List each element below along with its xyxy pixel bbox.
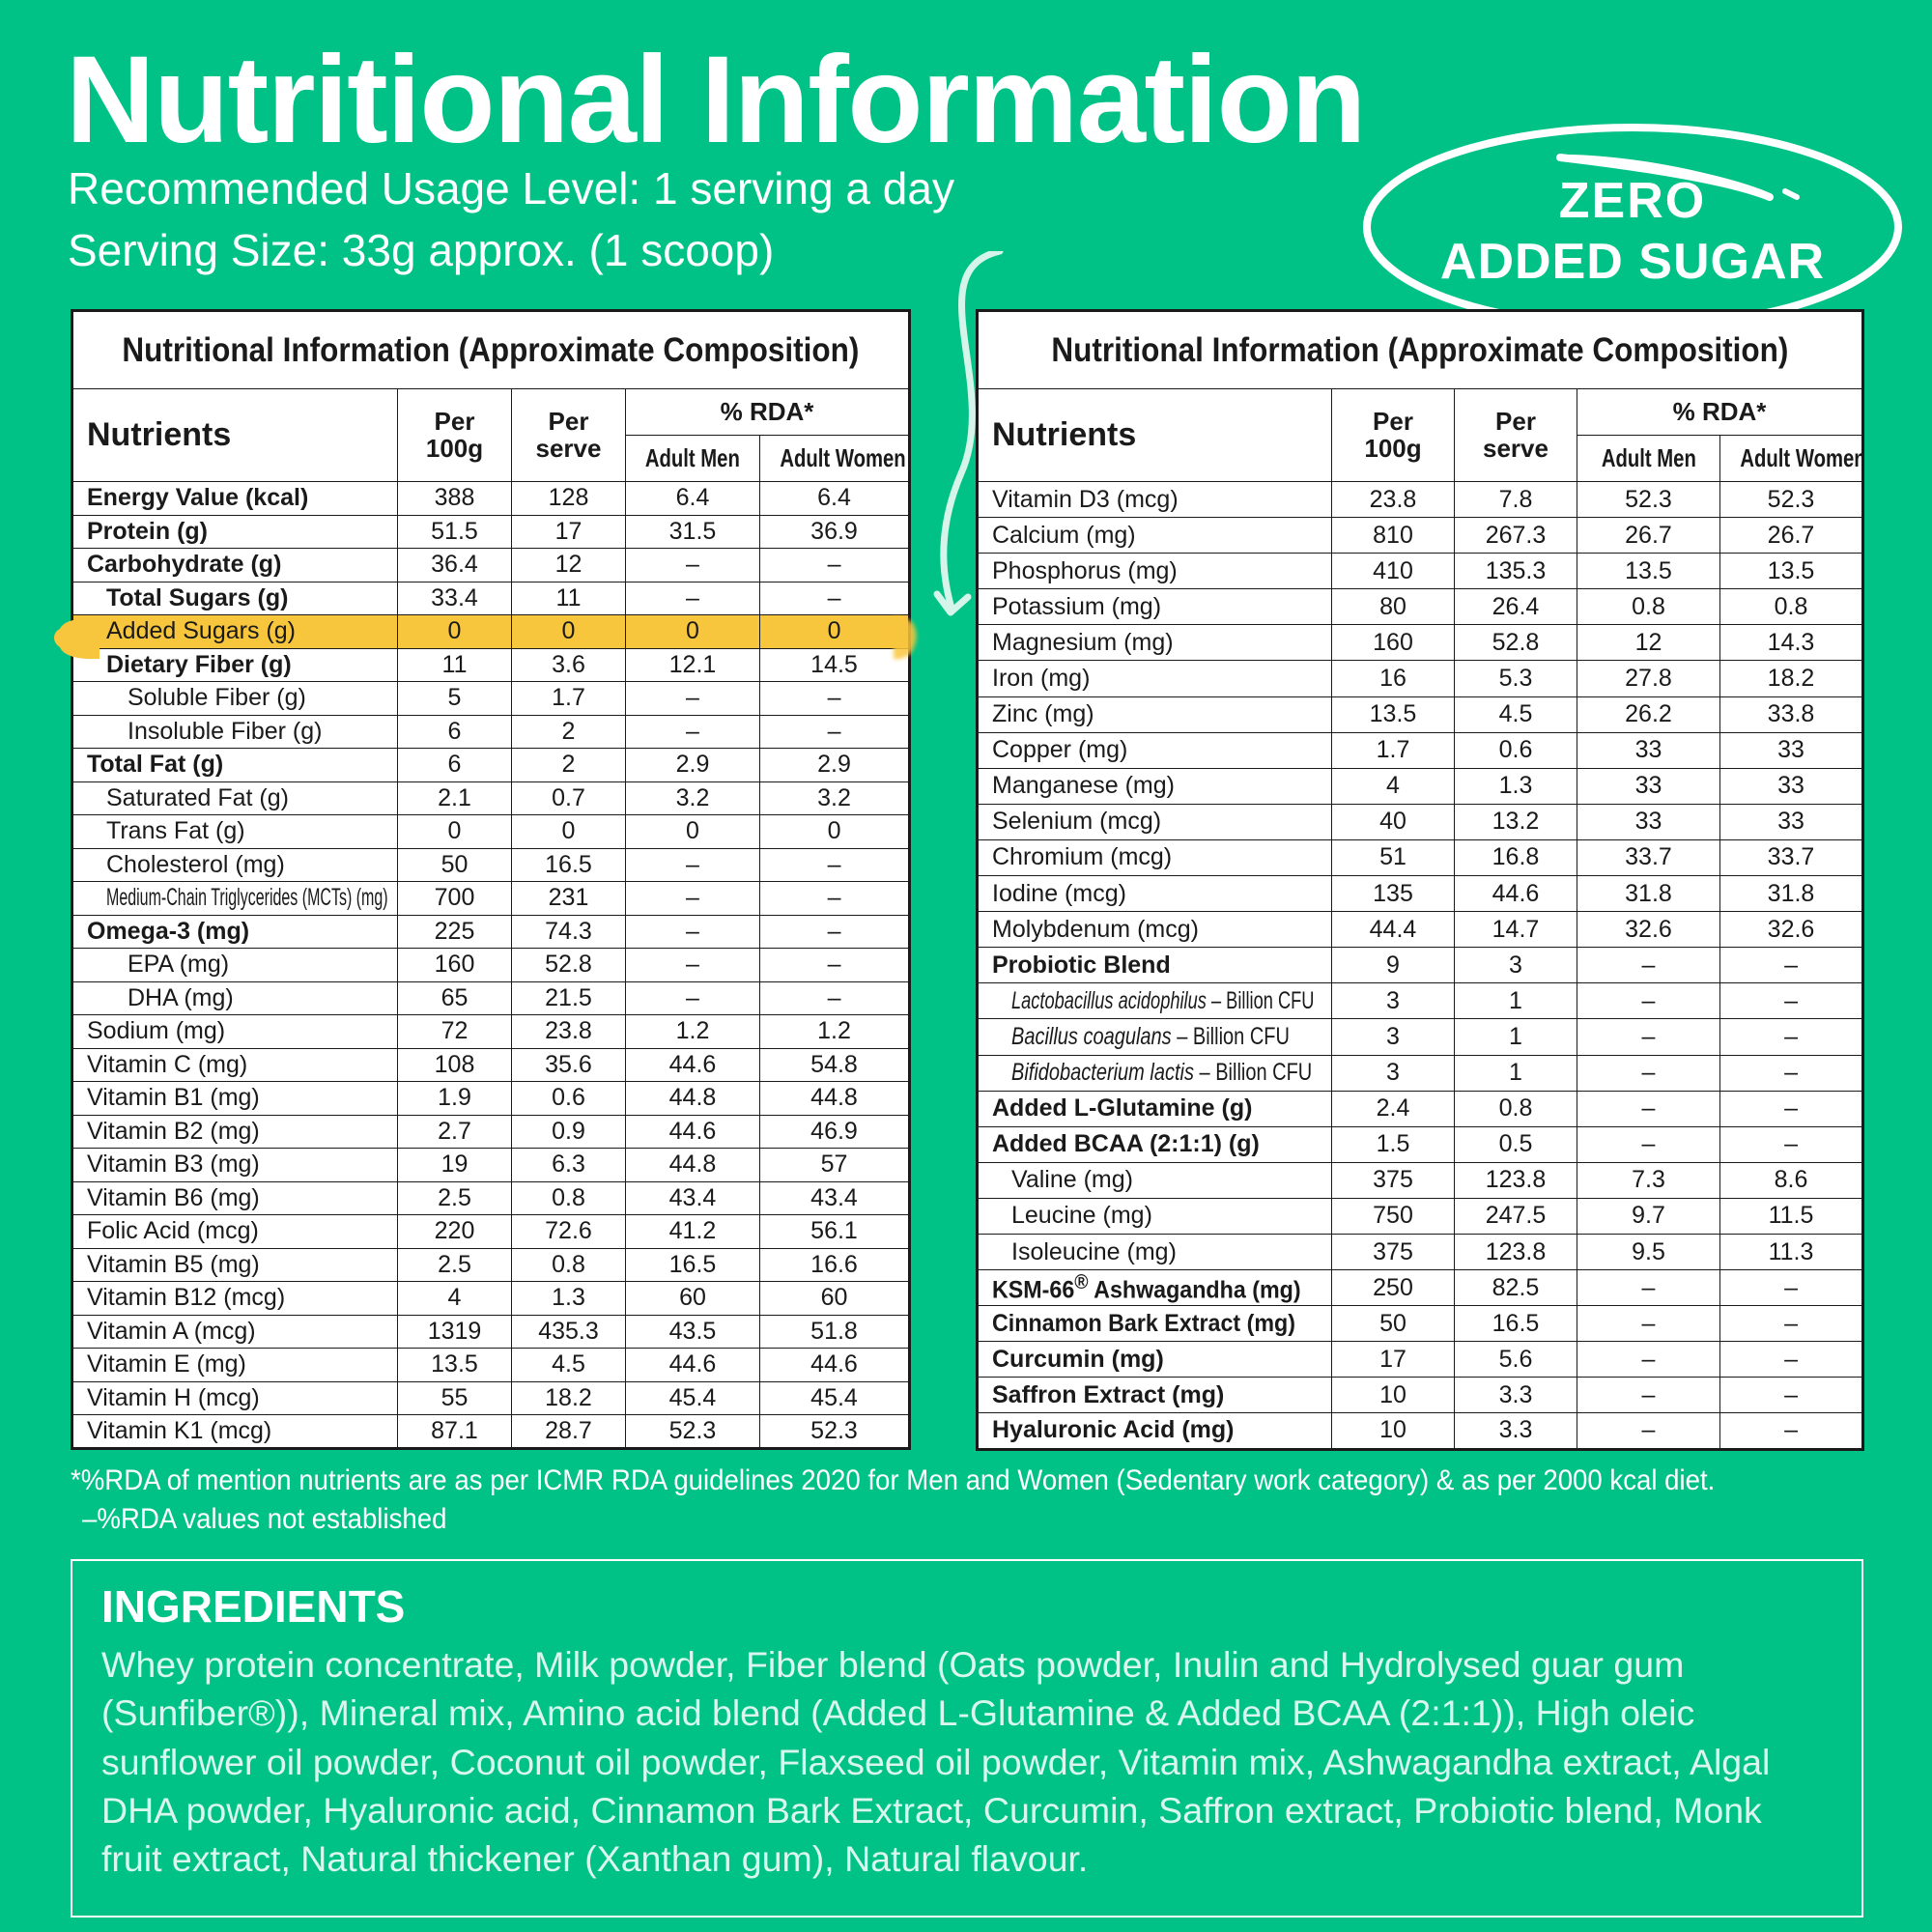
svg-text:ADDED SUGAR: ADDED SUGAR xyxy=(1440,234,1825,290)
svg-text:ZERO: ZERO xyxy=(1559,173,1706,229)
